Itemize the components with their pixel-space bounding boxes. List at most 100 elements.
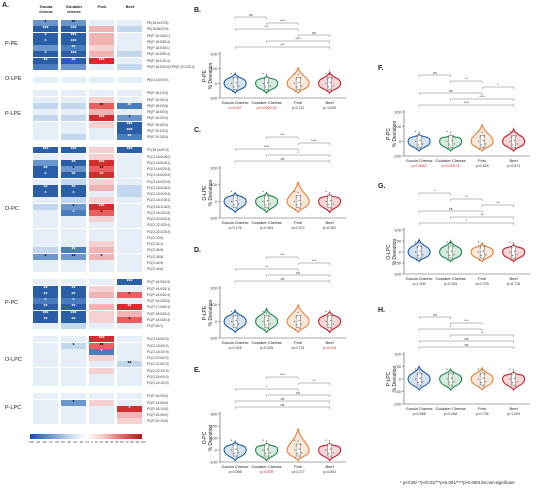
data-point [296,453,298,455]
heatmap-cell [33,63,58,70]
data-point [329,81,332,84]
data-point [265,86,267,88]
data-point [230,190,233,193]
data-point [268,77,270,79]
heatmap-row-label: PC(P-16:0/18:1) [147,286,171,291]
data-point [477,140,480,142]
heatmap-cell [33,121,58,128]
data-point [300,195,302,197]
y-tick-label: -100 [393,402,402,407]
panel-a-letter: A. [2,2,9,9]
data-point [447,148,449,151]
y-tick-label: 0 [215,319,218,324]
data-point [237,444,239,446]
heatmap-cell [61,216,86,222]
heatmap-cell [117,32,142,39]
violin [255,191,279,214]
significance-label: * [497,83,499,87]
data-point [477,251,480,253]
heatmap-colorbar [30,433,142,439]
significance-label: * [450,325,452,329]
data-point [331,315,333,317]
colorbar-tick: 90 [135,439,140,444]
data-point [230,449,233,451]
data-point [262,200,264,202]
p-value-label: p=0.009 [260,470,273,474]
heatmap-cell [89,147,114,154]
heatmap-cell [89,405,114,412]
significance-bracket [297,262,330,265]
heatmap-cell: ** [33,166,58,172]
y-axis-label-line: % Deviation [392,365,398,392]
heatmap-cell [89,134,114,140]
y-axis-label-line: % Deviation [208,424,214,451]
heatmap-row-label: PC(P-16:0/22:6) [147,299,171,303]
data-point [294,457,297,459]
significance-bracket [234,16,267,19]
significance-bracket [418,74,451,77]
data-point [235,319,237,322]
data-point [325,190,327,193]
heatmap-row-label: PC(O-18:1/18:1) [147,198,171,203]
data-point [301,203,303,205]
data-point [330,89,333,92]
x-category-label: Goutaler Cheese [251,220,282,225]
heatmap-row-label: PC(O-18:1/0:0) [147,349,169,354]
violin [286,428,310,462]
heatmap-cell: * [61,209,86,216]
heatmap-cell: * [117,115,142,122]
panel-letter: H. [378,307,385,314]
significance-bracket [450,98,514,101]
data-point [325,439,327,441]
heatmap-cell [89,285,114,292]
data-point [269,323,271,325]
data-point [237,195,239,197]
data-point [509,130,511,133]
y-axis-label-line: O-LPC [386,244,392,260]
data-point [301,452,303,454]
data-point [267,456,270,458]
violin [502,243,526,263]
data-point [265,324,267,326]
data-point [268,444,270,446]
y-axis-label-line: % Deviation [392,120,398,147]
heatmap-cell [33,96,58,103]
heatmap-cell [117,166,142,172]
p-value-label: p=0.574 [507,164,520,168]
data-point [448,136,450,138]
heatmap-cell [89,63,114,70]
y-tick-label: -100 [209,216,218,221]
significance-label: **** [264,145,270,149]
heatmap-cell [117,172,142,179]
heatmap-cell [61,393,86,400]
data-point [453,254,455,256]
heatmap-row-label: PC(O-24:0/0:0) [147,374,169,379]
data-point [325,320,327,322]
data-point [231,208,234,211]
violin [470,366,494,392]
heatmap-cell [89,380,114,386]
heatmap-row-label: PC(O-30:0) [147,235,164,240]
y-axis-label: O-LPC% Deviation [386,238,398,265]
colorbar-tick: -10 [84,439,90,444]
heatmap-cell [33,115,58,122]
heatmap-row-label: PE(P-18:0/20:4) [147,52,170,57]
heatmap-cell [89,316,114,323]
heatmap-cell [89,241,114,247]
heatmap-cell: ** [61,20,86,26]
heatmap-cell: * [61,298,86,304]
heatmap-cell [61,90,86,97]
data-point [511,373,513,376]
data-point [453,381,455,383]
data-point [264,316,266,318]
significance-label: * [297,151,299,155]
significance-label: *** [280,253,285,257]
data-point [230,200,233,202]
heatmap-cell [117,336,142,343]
violin-box [264,77,269,90]
data-point [450,139,453,142]
y-axis-label: P-LPC% Deviation [386,365,398,392]
data-point [447,259,449,261]
y-tick-label: 100 [394,124,401,129]
data-point [262,449,264,451]
